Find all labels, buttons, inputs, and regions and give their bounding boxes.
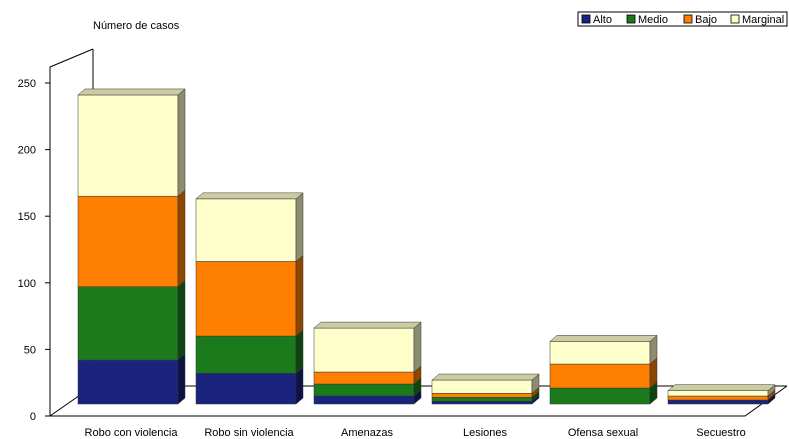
bar-segment-medio (431, 397, 533, 402)
bar-segment-bajo (431, 393, 533, 398)
bar-segment-alto (77, 359, 179, 405)
bar-segment-alto (431, 401, 533, 405)
bar-side-bajo (295, 254, 304, 337)
x-category-label: Robo con violencia (85, 427, 179, 439)
y-tick-label: 100 (18, 278, 36, 290)
bar-segment-marginal (667, 390, 769, 397)
chart-axes: 0 50 100 150 200 250 (18, 48, 788, 423)
x-category-label: Secuestro (696, 427, 746, 439)
bar-segment-medio (549, 387, 651, 405)
bar-side-alto (295, 366, 304, 405)
bar-segment-marginal (313, 327, 415, 373)
bar-segment-medio (195, 335, 297, 374)
bar-segment-medio (77, 286, 179, 361)
bar-side-medio (177, 280, 186, 361)
y-tick-label: 250 (18, 78, 36, 90)
legend-label-bajo: Bajo (695, 14, 717, 26)
bar-segment-alto (195, 373, 297, 405)
y-tick-label: 200 (18, 145, 36, 157)
bar-segment-marginal (549, 341, 651, 365)
x-category-label: Ofensa sexual (568, 427, 638, 439)
bar-side-marginal (413, 321, 422, 373)
bar-segment-bajo (549, 363, 651, 389)
bar-top (549, 335, 658, 342)
bar-segment-marginal (77, 94, 179, 197)
bar-segment-marginal (195, 198, 297, 262)
x-category-label: Amenazas (341, 427, 393, 439)
legend-swatch-alto (581, 14, 591, 24)
bar-top (313, 321, 422, 329)
chart-labels: Robo con violencia Robo sin violencia Amen… (85, 427, 746, 439)
y-axis-line (49, 48, 94, 416)
bar-segment-bajo (77, 195, 179, 288)
bar-side-medio (295, 329, 304, 374)
legend-swatch-medio (626, 14, 636, 24)
chart-bars (77, 88, 776, 405)
legend-swatch-bajo (683, 14, 693, 24)
y-tick-label: 50 (24, 344, 36, 356)
bar-top (77, 88, 186, 96)
bar-side-marginal (177, 88, 186, 197)
bar-side-bajo (177, 189, 186, 288)
bar-segment-marginal (431, 379, 533, 394)
chart-legend: Alto Medio Bajo Marginal (577, 11, 788, 27)
bar-segment-alto (313, 395, 415, 405)
legend-swatch-marginal (730, 14, 740, 24)
bar-segment-bajo (195, 261, 297, 337)
bar-top (667, 384, 776, 391)
bar-top (431, 373, 540, 381)
y-axis-title: Número de casos (93, 20, 180, 32)
bar-segment-medio (313, 383, 415, 397)
legend-label-medio: Medio (638, 14, 668, 26)
bar-side-alto (177, 353, 186, 405)
y-tick-label: 0 (30, 411, 36, 423)
bar-segment-bajo (313, 371, 415, 385)
x-category-label: Robo sin violencia (204, 427, 294, 439)
bar-side-marginal (295, 192, 304, 263)
legend-label-alto: Alto (593, 14, 612, 26)
y-tick-label: 150 (18, 211, 36, 223)
legend-label-marginal: Marginal (742, 14, 784, 26)
bar-top (195, 192, 304, 200)
bar-segment-alto (667, 399, 769, 405)
x-category-label: Lesiones (463, 427, 508, 439)
bar-segment-bajo (667, 395, 769, 401)
